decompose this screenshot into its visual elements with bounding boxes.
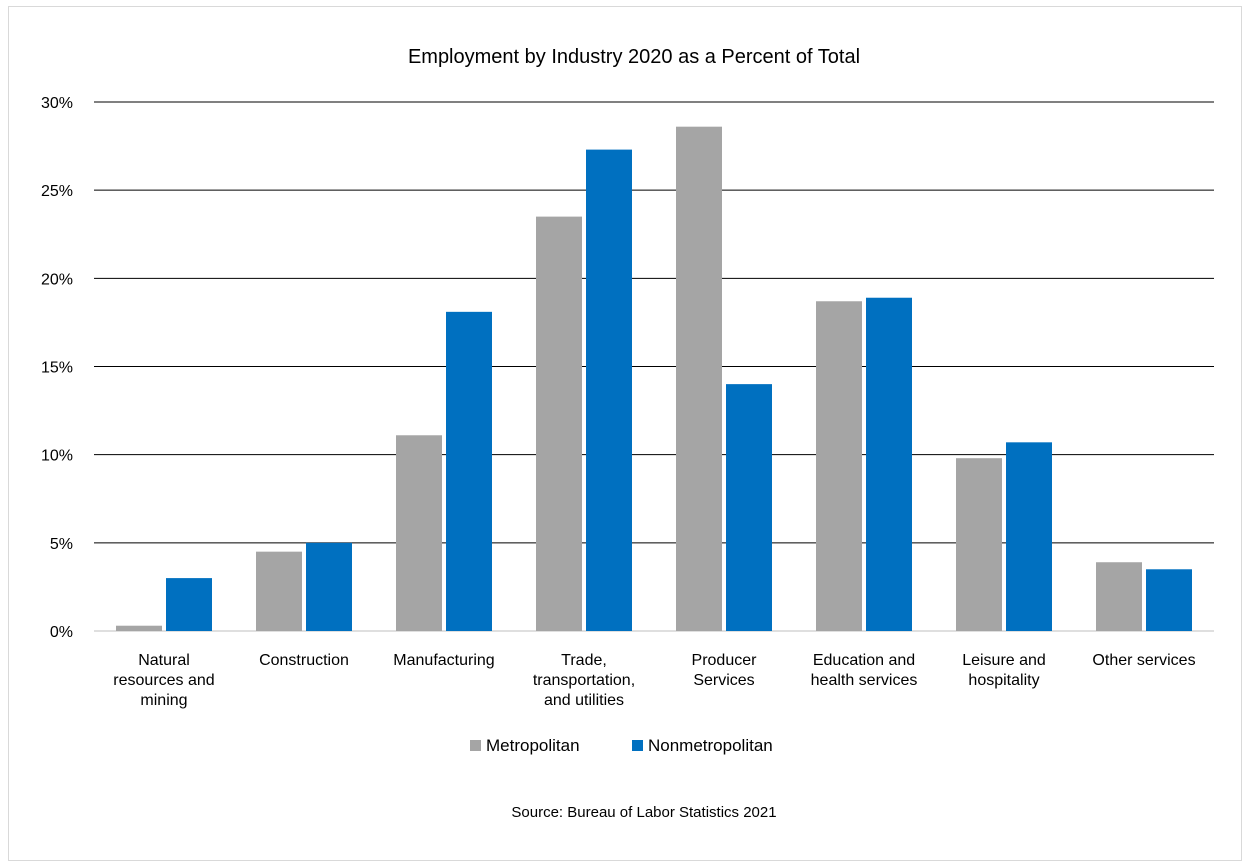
bar-nonmetropolitan-4: [726, 384, 772, 631]
legend-label-nonmetropolitan: Nonmetropolitan: [648, 736, 773, 755]
x-tick-label: Manufacturing: [393, 652, 494, 669]
x-tick-label-line: resources and: [113, 672, 214, 689]
x-tick-label-line: Producer: [692, 652, 758, 669]
x-tick-label-line: health services: [811, 672, 918, 689]
y-tick-label: 5%: [50, 536, 73, 553]
x-axis-labels: Natural resources and mining Construction Ma…: [113, 652, 1195, 709]
bar-nonmetropolitan-6: [1006, 442, 1052, 631]
bar-metropolitan-6: [956, 458, 1002, 631]
legend-swatch-nonmetropolitan: [632, 740, 643, 751]
x-tick-label: Leisure and hospitality: [962, 652, 1046, 689]
x-tick-label-line: Construction: [259, 652, 349, 669]
bar-metropolitan-4: [676, 126, 722, 631]
bar-metropolitan-0: [116, 625, 162, 631]
source-note: Source: Bureau of Labor Statistics 2021: [511, 804, 776, 821]
x-tick-label: Construction: [259, 652, 349, 669]
x-tick-label-line: and utilities: [544, 692, 624, 709]
x-tick-label-line: Other services: [1092, 652, 1195, 669]
legend-label-metropolitan: Metropolitan: [486, 736, 580, 755]
bar-nonmetropolitan-5: [866, 297, 912, 631]
bar-nonmetropolitan-7: [1146, 569, 1192, 631]
y-tick-label: 20%: [41, 271, 73, 288]
x-tick-label: Trade, transportation, and utilities: [533, 652, 635, 709]
y-tick-label: 30%: [41, 95, 73, 112]
y-tick-label: 0%: [50, 624, 73, 641]
legend: Metropolitan Nonmetropolitan: [470, 736, 773, 755]
x-tick-label: Education and health services: [811, 652, 918, 689]
bar-nonmetropolitan-2: [446, 311, 492, 631]
x-tick-label-line: Trade,: [561, 652, 607, 669]
chart-title: Employment by Industry 2020 as a Percent…: [408, 46, 860, 68]
legend-swatch-metropolitan: [470, 740, 481, 751]
x-tick-label-line: Services: [693, 672, 754, 689]
y-axis-ticks: 0% 5% 10% 15% 20% 25% 30%: [41, 95, 73, 641]
x-tick-label-line: Leisure and: [962, 652, 1046, 669]
bar-nonmetropolitan-3: [586, 149, 632, 632]
x-tick-label: Other services: [1092, 652, 1195, 669]
bar-metropolitan-1: [256, 551, 302, 631]
bar-metropolitan-5: [816, 301, 862, 631]
bar-metropolitan-7: [1096, 562, 1142, 631]
x-tick-label-line: transportation,: [533, 672, 635, 689]
y-tick-label: 25%: [41, 183, 73, 200]
x-tick-label-line: Education and: [813, 652, 915, 669]
x-tick-label-line: Manufacturing: [393, 652, 494, 669]
bar-nonmetropolitan-0: [166, 578, 212, 631]
x-tick-label-line: Natural: [138, 652, 190, 669]
y-tick-label: 15%: [41, 360, 73, 377]
bar-nonmetropolitan-1: [306, 542, 352, 631]
x-tick-label-line: hospitality: [968, 672, 1039, 689]
x-tick-label-line: mining: [140, 692, 187, 709]
x-tick-label: Natural resources and mining: [113, 652, 214, 709]
bar-metropolitan-3: [536, 216, 582, 631]
x-tick-label: Producer Services: [692, 652, 758, 689]
y-tick-label: 10%: [41, 448, 73, 465]
bars: [116, 126, 1192, 632]
bar-metropolitan-2: [396, 435, 442, 631]
